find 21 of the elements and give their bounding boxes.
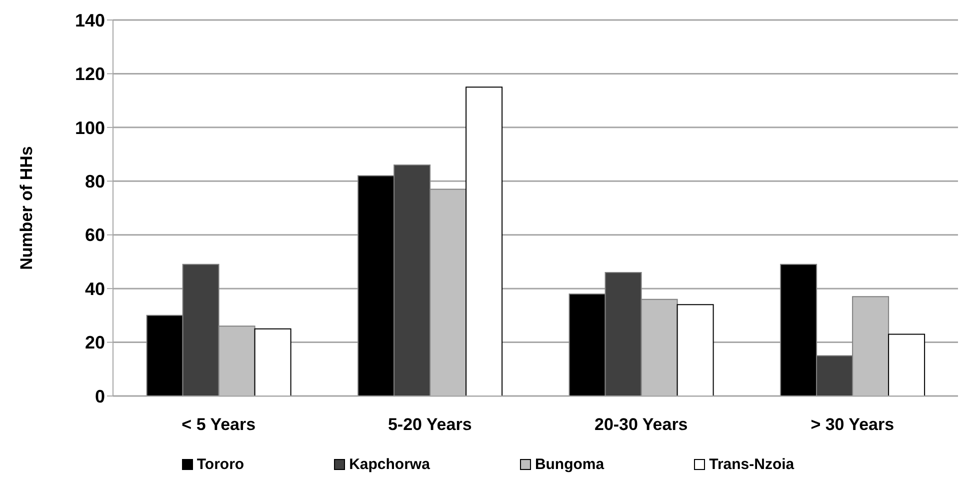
y-axis-title: Number of HHs [17, 146, 36, 270]
y-tick-label: 80 [84, 172, 105, 192]
legend-label: Tororo [196, 456, 244, 473]
y-tick-label: 0 [94, 386, 105, 406]
y-tick-label: 120 [74, 64, 105, 84]
bar [254, 328, 292, 396]
x-tick-label: 5-20 Years [388, 415, 472, 434]
bar [888, 334, 926, 396]
x-tick-label: > 30 Years [810, 415, 894, 434]
bar [676, 304, 714, 396]
bar [466, 86, 503, 396]
y-tick-label: 100 [74, 118, 105, 138]
y-tick-label: 60 [84, 225, 105, 246]
x-tick-label: 20-30 Years [594, 415, 688, 434]
y-tick-label: 20 [84, 332, 105, 353]
y-tick-label: 40 [84, 278, 105, 299]
x-tick-label: < 5 Years [182, 415, 256, 434]
legend-label: Kapchorwa [349, 456, 430, 473]
y-tick-label: 140 [74, 10, 105, 30]
legend-label: Bungoma [534, 456, 604, 473]
legend-label: Trans-Nzoia [709, 456, 794, 473]
